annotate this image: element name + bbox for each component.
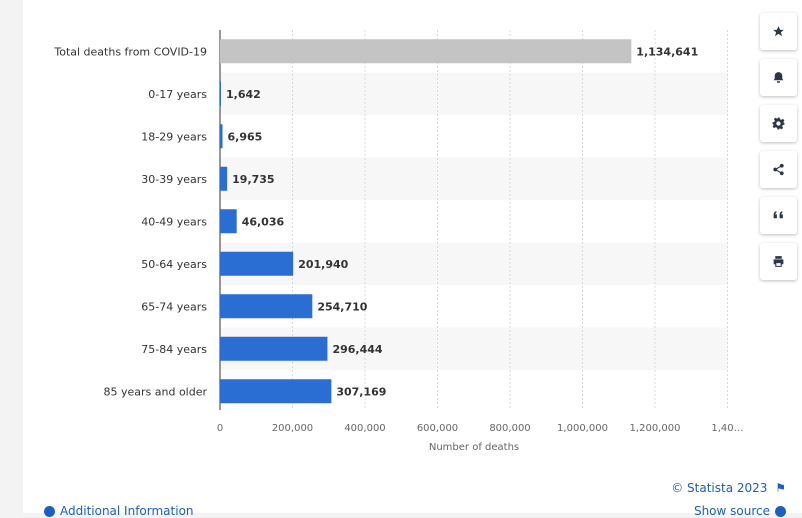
category-label: 18-29 years bbox=[141, 130, 207, 143]
data-label: 6,965 bbox=[228, 130, 263, 143]
bar[interactable] bbox=[220, 379, 332, 404]
category-label: 65-74 years bbox=[141, 300, 207, 313]
bar[interactable] bbox=[220, 166, 228, 191]
category-label: Total deaths from COVID-19 bbox=[53, 45, 207, 58]
bar[interactable] bbox=[220, 39, 632, 64]
credit-text[interactable]: © Statista 2023 bbox=[671, 481, 768, 495]
x-axis-title: Number of deaths bbox=[429, 442, 519, 453]
x-tick-label: 1,200,000 bbox=[630, 423, 681, 434]
gear-icon bbox=[772, 117, 785, 130]
category-label: 40-49 years bbox=[141, 215, 207, 228]
data-label: 1,642 bbox=[226, 88, 261, 101]
data-label: 1,134,641 bbox=[636, 45, 698, 58]
info-icon bbox=[44, 505, 55, 517]
category-label: 30-39 years bbox=[141, 173, 207, 186]
bar-chart: 0 200,000 400,000 600,000 800,000 1,000,000 1,… bbox=[53, 30, 744, 453]
bar[interactable] bbox=[220, 209, 237, 234]
flag-icon: ⚑ bbox=[775, 481, 786, 495]
row-band bbox=[220, 72, 728, 115]
category-label: 85 years and older bbox=[103, 385, 207, 398]
category-label: 50-64 years bbox=[141, 258, 207, 271]
category-label: 75-84 years bbox=[141, 343, 207, 356]
data-label: 201,940 bbox=[298, 258, 348, 271]
show-source-label[interactable]: Show source bbox=[693, 504, 770, 518]
data-label: 19,735 bbox=[232, 173, 274, 186]
additional-information-label[interactable]: Additional Information bbox=[60, 504, 194, 518]
additional-information-link[interactable]: Additional Information bbox=[44, 504, 194, 518]
print-button[interactable] bbox=[760, 243, 797, 280]
data-label: 254,710 bbox=[317, 300, 367, 313]
x-tick-label: 0 bbox=[217, 423, 223, 434]
notification-button[interactable] bbox=[760, 59, 797, 96]
bar[interactable] bbox=[220, 81, 221, 106]
cite-button[interactable] bbox=[760, 197, 797, 234]
x-tick-label: 600,000 bbox=[417, 423, 458, 434]
bar[interactable] bbox=[220, 124, 223, 149]
row-band bbox=[220, 242, 728, 285]
category-label: 0-17 years bbox=[148, 88, 207, 101]
bar[interactable] bbox=[220, 336, 328, 361]
x-tick-label: 1,40… bbox=[711, 423, 743, 434]
show-source-link[interactable]: Show source bbox=[694, 504, 786, 518]
data-label: 296,444 bbox=[332, 343, 382, 356]
print-icon bbox=[773, 256, 784, 267]
settings-button[interactable] bbox=[760, 105, 797, 142]
star-icon bbox=[773, 26, 784, 37]
row-band bbox=[220, 157, 728, 200]
bar[interactable] bbox=[220, 294, 313, 319]
share-button[interactable] bbox=[760, 151, 797, 188]
share-icon bbox=[773, 163, 784, 176]
data-label: 46,036 bbox=[242, 215, 285, 228]
x-tick-label: 1,000,000 bbox=[557, 423, 608, 434]
x-tick-label: 200,000 bbox=[272, 423, 313, 434]
info-icon bbox=[775, 505, 786, 517]
bar[interactable] bbox=[220, 251, 294, 276]
bell-icon bbox=[773, 72, 784, 83]
favorite-button[interactable] bbox=[760, 13, 797, 50]
statista-credit[interactable]: © Statista 2023 ⚑ bbox=[671, 481, 786, 495]
x-tick-label: 400,000 bbox=[344, 423, 385, 434]
data-label: 307,169 bbox=[336, 385, 386, 398]
quote-icon bbox=[773, 211, 783, 219]
x-tick-label: 800,000 bbox=[489, 423, 530, 434]
